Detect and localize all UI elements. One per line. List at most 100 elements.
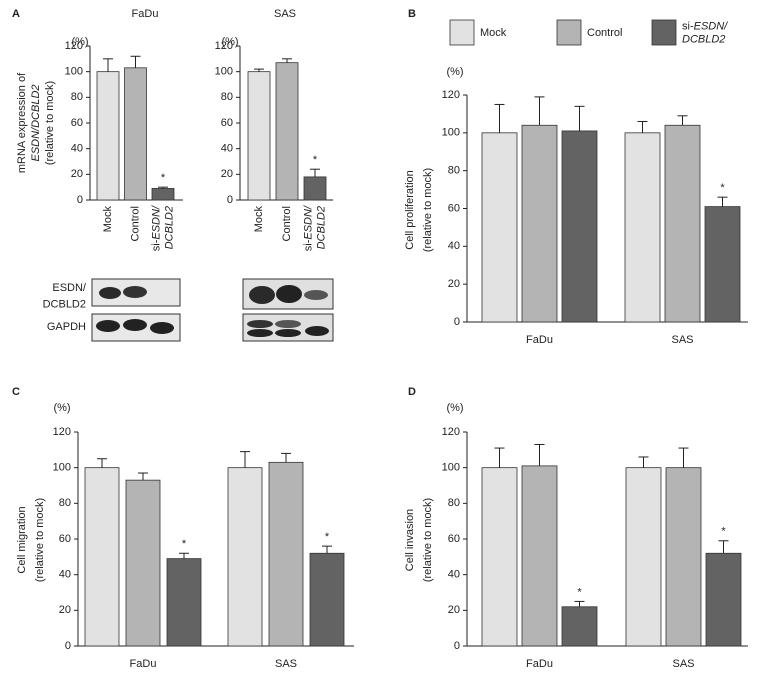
blot-band: [247, 320, 273, 328]
bar: [247, 71, 271, 201]
significance-mark: *: [721, 526, 726, 538]
significance-mark: *: [182, 538, 187, 550]
blot-band: [150, 322, 174, 334]
western-blot-sas: [242, 278, 334, 342]
blot-band: [123, 319, 147, 331]
x-tick-label: si-ESDN/DCBLD2: [303, 205, 328, 251]
blot-band: [304, 290, 328, 300]
y-unit: (%): [446, 402, 463, 414]
panel-label: C: [12, 386, 20, 398]
bar: [521, 124, 558, 323]
chart: 0 20 40 60 80 100 120 (%) Cell migration (relativ…: [16, 402, 354, 670]
chart: 0 20 40 60 80 100 120(%) SAS Mock Control * si-ESDN…: [215, 8, 333, 251]
x-tick-label: SAS: [275, 658, 297, 670]
western-blot-fadu: [91, 278, 181, 342]
y-tick-label: 60: [71, 117, 83, 129]
y-tick-label: 40: [59, 569, 71, 581]
bar: [151, 188, 175, 201]
y-tick-label: 60: [448, 533, 460, 545]
blot-band: [249, 286, 275, 304]
y-tick-label: 100: [53, 462, 71, 474]
y-axis-label: (relative to mock): [422, 498, 434, 582]
significance-mark: *: [577, 586, 582, 598]
y-axis-label: (relative to mock): [34, 498, 46, 582]
y-tick-label: 40: [448, 569, 460, 581]
y-axis-label: Cell invasion: [404, 509, 416, 571]
bar: [96, 71, 120, 201]
y-tick-label: 80: [59, 497, 71, 509]
y-tick-label: 60: [221, 117, 233, 129]
blot-band: [99, 287, 121, 299]
chart-title: SAS: [274, 8, 296, 20]
y-tick-label: 80: [448, 165, 460, 177]
bar: [704, 206, 741, 323]
blot-band: [247, 329, 273, 337]
y-unit: (%): [71, 36, 88, 48]
bar: [125, 479, 161, 647]
legend-swatch: [449, 19, 475, 46]
y-tick-label: 40: [448, 240, 460, 252]
bar: [166, 558, 202, 647]
y-tick-label: 100: [442, 127, 460, 139]
significance-mark: *: [325, 531, 330, 543]
x-tick-label: FaDu: [526, 334, 553, 346]
blot-band: [275, 320, 301, 328]
bar: [268, 461, 304, 647]
bar: [124, 67, 147, 201]
bar: [521, 465, 558, 647]
y-tick-label: 0: [454, 640, 460, 652]
x-tick-label: SAS: [671, 334, 693, 346]
x-tick-label: Mock: [102, 206, 114, 233]
bar: [84, 467, 120, 647]
y-tick-label: 80: [221, 91, 233, 103]
legend-label: Mock: [480, 27, 507, 39]
y-axis-label: Cell proliferation: [404, 170, 416, 249]
y-tick-label: 0: [65, 640, 71, 652]
blot-band: [305, 326, 329, 336]
legend: Mock Control si-ESDN/DCBLD2: [449, 19, 728, 46]
legend-swatch: [651, 19, 677, 46]
y-tick-label: 20: [448, 278, 460, 290]
y-tick-label: 60: [448, 202, 460, 214]
bar: [665, 467, 702, 647]
y-tick-label: 40: [221, 143, 233, 155]
x-tick-label: FaDu: [130, 658, 157, 670]
legend-swatch: [556, 19, 582, 46]
y-tick-label: 60: [59, 533, 71, 545]
y-tick-label: 20: [71, 168, 83, 180]
bar: [303, 176, 327, 201]
legend-label: si-ESDN/DCBLD2: [682, 21, 728, 46]
x-tick-label: SAS: [672, 658, 694, 670]
x-tick-label: Mock: [253, 206, 265, 233]
bar: [309, 552, 345, 647]
y-tick-label: 100: [65, 66, 83, 78]
bar: [624, 132, 661, 323]
y-unit: (%): [221, 36, 238, 48]
significance-mark: *: [313, 154, 318, 166]
blot-row-label: GAPDH: [47, 321, 86, 333]
bar: [705, 552, 742, 647]
panel-label: A: [12, 8, 20, 20]
y-axis-label: mRNA expression of: [16, 72, 28, 173]
bar: [561, 606, 598, 647]
x-tick-label: si-ESDN/DCBLD2: [151, 205, 176, 251]
y-unit: (%): [53, 402, 70, 414]
bar: [625, 467, 662, 647]
bar: [481, 132, 518, 323]
y-tick-label: 0: [454, 316, 460, 328]
y-tick-label: 20: [448, 604, 460, 616]
y-tick-label: 0: [77, 194, 83, 206]
x-tick-label: FaDu: [526, 658, 553, 670]
chart: 0 20 40 60 80 100 120(%) FaDu mRNA expression of…: [16, 8, 183, 251]
y-tick-label: 40: [71, 143, 83, 155]
y-tick-label: 20: [221, 168, 233, 180]
chart: 0 20 40 60 80 100 120 (%) Cell proliferation (rel…: [404, 66, 748, 346]
y-tick-label: 120: [442, 426, 460, 438]
x-tick-label: Control: [281, 206, 293, 241]
y-tick-label: 80: [71, 91, 83, 103]
blot-band: [275, 329, 301, 337]
blot-band: [123, 286, 147, 298]
blot-band: [96, 320, 120, 332]
